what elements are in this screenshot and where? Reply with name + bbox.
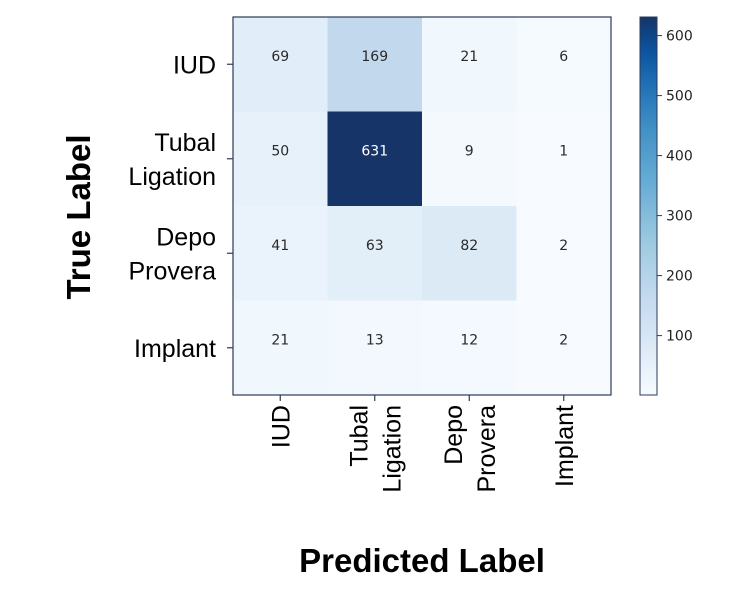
matrix-cell bbox=[327, 300, 423, 396]
cell-value-label: 63 bbox=[366, 238, 384, 254]
matrix-cell bbox=[327, 111, 423, 207]
x-tick-label: Implant bbox=[551, 405, 579, 487]
y-axis-ticks: IUD Tubal Ligation Depo Provera Implant bbox=[128, 51, 233, 363]
cell-value-label: 6 bbox=[559, 49, 568, 65]
matrix-cell bbox=[422, 206, 517, 301]
cell-value-label: 21 bbox=[271, 333, 289, 349]
x-tick-label: Tubal Ligation bbox=[345, 405, 406, 493]
cell-value-label: 2 bbox=[559, 333, 568, 349]
y-tick-label: Tubal Ligation bbox=[128, 129, 216, 191]
y-tick-label: Implant bbox=[134, 335, 216, 363]
cell-value-label: 50 bbox=[271, 144, 289, 160]
matrix-cell bbox=[327, 17, 423, 112]
y-tick-label: IUD bbox=[173, 51, 216, 79]
matrix-cell bbox=[516, 206, 612, 301]
colorbar bbox=[639, 16, 658, 396]
matrix-cell bbox=[422, 300, 517, 396]
cell-value-label: 12 bbox=[460, 333, 478, 349]
cell-value-label: 41 bbox=[271, 238, 289, 254]
x-tick-label: IUD bbox=[267, 405, 295, 448]
colorbar-tick-label: 100 bbox=[666, 329, 693, 345]
colorbar-ticks: 100 200 300 400 500 600 bbox=[657, 29, 693, 345]
colorbar-tick-label: 300 bbox=[666, 209, 693, 225]
plot-frame bbox=[232, 16, 612, 396]
x-axis-title: Predicted Label bbox=[299, 542, 545, 579]
cell-value-label: 2 bbox=[559, 238, 568, 254]
cell-value-label: 13 bbox=[366, 333, 384, 349]
x-axis-ticks: IUD Tubal Ligation Depo Provera Implant bbox=[267, 395, 579, 493]
colorbar-tick-label: 500 bbox=[666, 89, 693, 105]
matrix-cell bbox=[516, 300, 612, 396]
matrix-cell bbox=[422, 17, 517, 112]
y-axis-title: True Label bbox=[60, 134, 97, 299]
cell-value-label: 169 bbox=[361, 49, 388, 65]
cell-value-label: 69 bbox=[271, 49, 289, 65]
cell-value-label: 21 bbox=[460, 49, 478, 65]
matrix-cells: 69 169 21 6 50 631 9 1 41 63 82 2 21 13 12 2 bbox=[233, 17, 612, 396]
cell-value-label: 9 bbox=[465, 144, 474, 160]
matrix-cell bbox=[422, 111, 517, 207]
matrix-cell bbox=[233, 300, 328, 396]
matrix-cell bbox=[233, 206, 328, 301]
colorbar-tick-label: 600 bbox=[666, 29, 693, 45]
colorbar-tick-label: 400 bbox=[666, 149, 693, 165]
cell-value-label: 1 bbox=[559, 144, 568, 160]
matrix-cell bbox=[516, 111, 612, 207]
cell-value-label: 82 bbox=[460, 238, 478, 254]
y-tick-label: Depo Provera bbox=[128, 223, 216, 285]
x-tick-label: Depo Provera bbox=[440, 405, 501, 493]
matrix-cell bbox=[233, 111, 328, 207]
matrix-cell bbox=[233, 17, 328, 112]
cell-value-label: 631 bbox=[361, 144, 388, 160]
colorbar-tick-label: 200 bbox=[666, 269, 693, 285]
matrix-cell bbox=[516, 17, 612, 112]
matrix-cell bbox=[327, 206, 423, 301]
